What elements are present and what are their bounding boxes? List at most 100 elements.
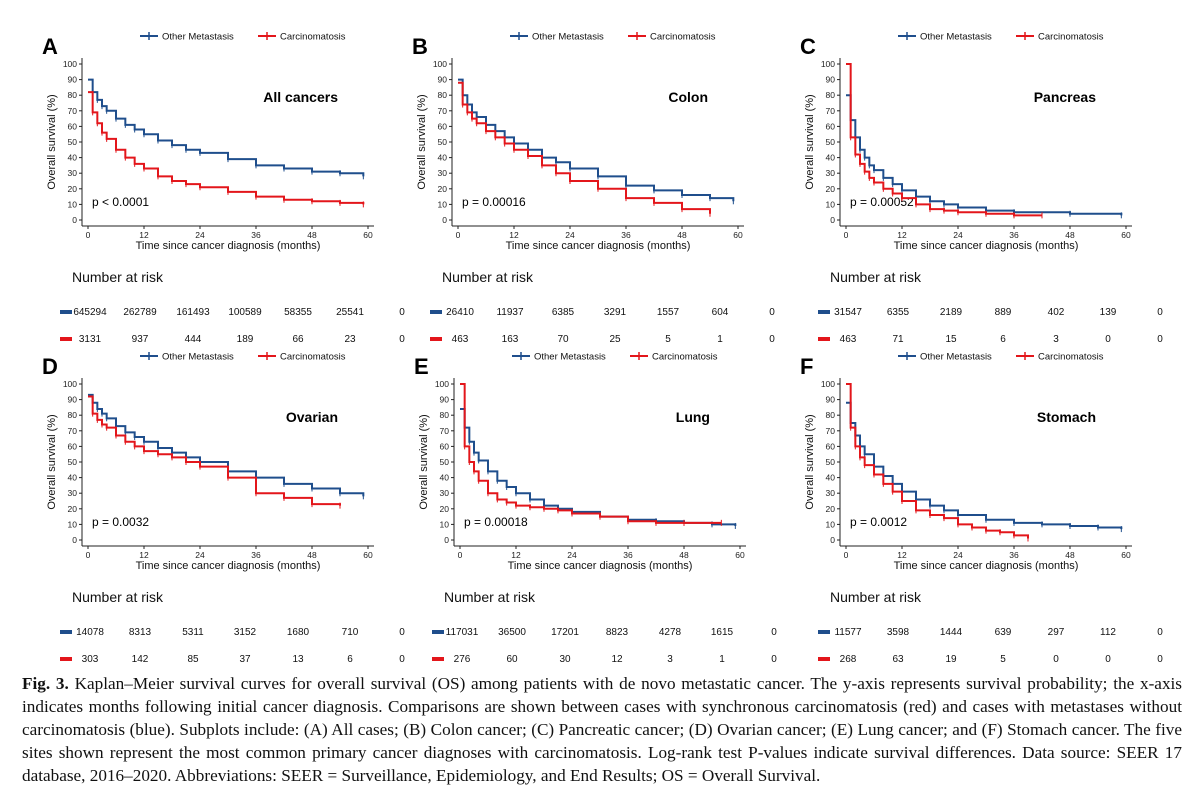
series-carcinomatosis	[88, 395, 341, 509]
y-tick-label: 40	[438, 153, 448, 163]
risk-other-value: 36500	[498, 627, 526, 638]
risk-other-value: 1680	[287, 627, 310, 638]
risk-carcin-value: 13	[292, 654, 304, 665]
legend: Other Metastasis Carcinomatosis	[898, 352, 1104, 363]
x-tick-label: 24	[565, 230, 575, 240]
y-tick-label: 50	[68, 137, 78, 147]
risk-carcin-value: 444	[185, 334, 202, 345]
y-tick-label: 40	[826, 153, 836, 163]
risk-carcin-value: 3131	[79, 334, 102, 345]
y-tick-label: 90	[438, 75, 448, 85]
panel-B: B Other Metastasis Carcinomatosis010203040…	[412, 32, 775, 346]
x-tick-label: 12	[139, 550, 149, 560]
series-carcinomatosis	[846, 383, 1029, 542]
risk-other-value: 14078	[76, 627, 104, 638]
y-tick-label: 100	[433, 59, 447, 69]
x-tick-label: 12	[897, 550, 907, 560]
legend-other-label: Other Metastasis	[162, 32, 234, 43]
y-tick-label: 80	[438, 90, 448, 100]
panel-D: D Other Metastasis Carcinomatosis 0 10 20 30 40…	[42, 352, 405, 666]
x-tick-label: 24	[953, 550, 963, 560]
p-value: p = 0.00016	[462, 195, 526, 209]
risk-swatch-carcin	[432, 657, 444, 661]
y-tick-label: 40	[68, 473, 78, 483]
y-axis-label: Overall survival (%)	[804, 94, 816, 189]
risk-other-value: 402	[1048, 307, 1065, 318]
risk-other-value: 11577	[834, 627, 862, 638]
y-tick-label: 20	[826, 504, 836, 514]
risk-carcin-value: 0	[1105, 654, 1111, 665]
y-tick-label: 0	[444, 535, 449, 545]
x-tick-label: 48	[677, 230, 687, 240]
y-tick-label: 30	[68, 488, 78, 498]
p-value: p = 0.00052	[850, 195, 914, 209]
risk-carcin-value: 6	[1000, 334, 1006, 345]
y-tick-label: 100	[821, 59, 835, 69]
risk-carcin-value: 71	[892, 334, 904, 345]
y-tick-label: 20	[440, 504, 450, 514]
y-tick-label: 10	[440, 519, 450, 529]
panel-letter: B	[412, 34, 428, 59]
risk-carcin-value: 30	[559, 654, 571, 665]
risk-swatch-other	[818, 310, 830, 314]
y-tick-label: 20	[438, 184, 448, 194]
risk-other-value: 117031	[446, 627, 479, 638]
risk-other-value: 25541	[336, 307, 364, 318]
risk-carcin-value: 463	[452, 334, 469, 345]
risk-carcin-value: 0	[1157, 654, 1163, 665]
risk-carcin-value: 0	[769, 334, 775, 345]
x-tick-label: 0	[844, 230, 849, 240]
y-tick-label: 0	[72, 215, 77, 225]
panel-letter: F	[800, 354, 813, 379]
risk-other-value: 0	[399, 307, 405, 318]
x-axis-label: Time since cancer diagnosis (months)	[136, 560, 321, 572]
series-carcinomatosis	[460, 383, 722, 526]
legend-carcin-label: Carcinomatosis	[280, 352, 346, 363]
p-value: p < 0.0001	[92, 195, 149, 209]
y-tick-label: 50	[438, 137, 448, 147]
y-tick-label: 100	[63, 379, 77, 389]
risk-carcin-value: 6	[347, 654, 353, 665]
y-tick-label: 40	[440, 473, 450, 483]
y-tick-label: 30	[438, 168, 448, 178]
series-carcinomatosis	[458, 81, 711, 217]
risk-other-value: 2189	[940, 307, 963, 318]
x-tick-label: 60	[733, 230, 743, 240]
survival-curve	[460, 407, 737, 526]
y-tick-label: 10	[438, 199, 448, 209]
series-other-metastasis	[88, 78, 365, 180]
series-carcinomatosis	[846, 63, 1043, 219]
panel-title: Colon	[668, 89, 708, 105]
risk-swatch-carcin	[430, 337, 442, 341]
y-tick-label: 60	[826, 441, 836, 451]
risk-carcin-value: 19	[945, 654, 957, 665]
risk-carcin-value: 268	[840, 654, 857, 665]
risk-carcin-value: 0	[1105, 334, 1111, 345]
risk-other-value: 11937	[496, 307, 524, 318]
risk-carcin-value: 63	[892, 654, 904, 665]
y-tick-label: 70	[440, 426, 450, 436]
survival-curve	[88, 91, 365, 205]
y-axis-label: Overall survival (%)	[416, 94, 428, 189]
y-tick-label: 30	[440, 488, 450, 498]
y-tick-label: 50	[826, 457, 836, 467]
risk-other-value: 31547	[834, 307, 862, 318]
x-tick-label: 48	[307, 550, 317, 560]
y-tick-label: 80	[68, 410, 78, 420]
y-tick-label: 0	[442, 215, 447, 225]
risk-swatch-other	[60, 630, 72, 634]
panel-letter: D	[42, 354, 58, 379]
risk-carcin-value: 0	[399, 654, 405, 665]
y-tick-label: 10	[826, 199, 836, 209]
risk-carcin-value: 5	[665, 334, 671, 345]
risk-other-value: 0	[771, 627, 777, 638]
risk-other-value: 8313	[129, 627, 152, 638]
y-axis-label: Overall survival (%)	[804, 414, 816, 509]
risk-other-value: 0	[399, 627, 405, 638]
risk-title: Number at risk	[72, 589, 164, 605]
x-tick-label: 12	[511, 550, 521, 560]
x-tick-label: 12	[139, 230, 149, 240]
risk-other-value: 604	[712, 307, 729, 318]
risk-other-value: 58355	[284, 307, 312, 318]
